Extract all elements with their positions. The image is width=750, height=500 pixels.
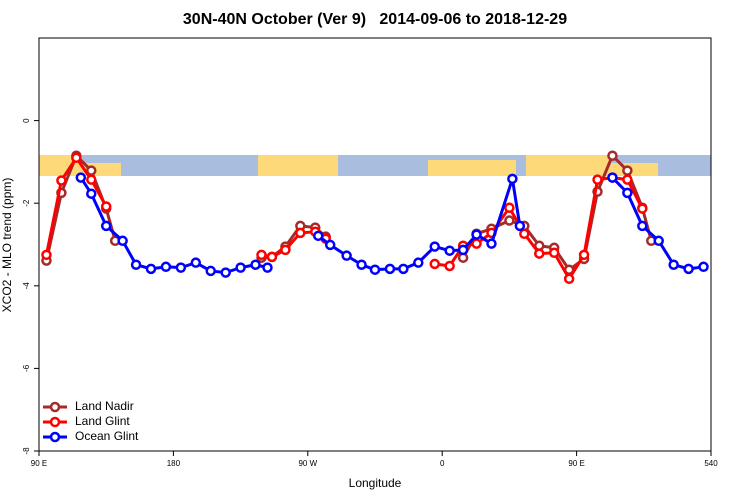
data-point <box>280 244 291 256</box>
x-tick-label: 180 <box>167 459 181 468</box>
map-land <box>612 163 658 176</box>
map-land <box>258 155 338 176</box>
data-point <box>622 187 633 199</box>
data-point <box>86 174 97 185</box>
y-tick-label: -6 <box>22 364 31 372</box>
data-point <box>313 230 324 242</box>
legend-marker <box>49 401 61 413</box>
plot-marks <box>41 150 709 285</box>
data-point <box>190 257 202 268</box>
data-point <box>592 174 603 185</box>
y-tick-label: 0 <box>22 118 31 123</box>
x-tick-label: 90 E <box>31 459 47 468</box>
x-tick-label: 540 <box>704 459 718 468</box>
y-tick-label: -2 <box>22 199 31 207</box>
data-point <box>369 264 381 275</box>
data-point <box>86 188 97 199</box>
data-point <box>160 261 172 273</box>
x-axis-label: Longitude <box>349 476 402 490</box>
legend-label: Land Glint <box>75 414 130 428</box>
data-point <box>548 247 560 259</box>
data-point <box>220 267 231 278</box>
map-land <box>428 160 516 176</box>
legend-marker <box>49 431 61 443</box>
data-point <box>398 263 409 275</box>
data-point <box>341 250 352 261</box>
legend-label: Ocean Glint <box>75 429 139 443</box>
data-point <box>295 227 306 239</box>
y-tick-label: -4 <box>22 282 31 290</box>
data-point <box>563 273 575 285</box>
data-point <box>413 257 424 268</box>
data-point <box>457 244 469 256</box>
data-point <box>504 202 515 213</box>
data-point <box>507 173 518 185</box>
map-strip <box>39 155 711 176</box>
data-point <box>637 203 648 214</box>
data-point <box>256 249 267 261</box>
data-point <box>130 259 142 270</box>
data-point <box>668 259 679 270</box>
chart-title: 30N-40N October (Ver 9) 2014-09-06 to 20… <box>183 11 567 28</box>
data-point <box>75 172 87 183</box>
data-point <box>356 259 367 270</box>
data-point <box>266 251 278 263</box>
plot-frame <box>38 37 712 452</box>
x-tick-label: 90 E <box>568 459 584 468</box>
data-point <box>324 239 336 251</box>
x-tick-label: 90 W <box>298 459 317 468</box>
data-point <box>653 235 664 247</box>
data-point <box>607 172 618 183</box>
data-point <box>471 229 482 240</box>
data-point <box>117 235 128 247</box>
data-point <box>41 249 52 261</box>
data-point <box>205 265 216 277</box>
data-point <box>444 260 455 272</box>
data-point <box>514 220 526 232</box>
y-axis-label: XCO2 - MLO trend (ppm) <box>0 178 14 313</box>
legend-marker <box>49 416 61 428</box>
data-point <box>250 259 261 270</box>
data-point <box>71 152 82 164</box>
data-point <box>534 248 545 259</box>
data-point <box>429 258 440 270</box>
data-point <box>384 263 396 275</box>
y-tick-label: -8 <box>22 447 31 455</box>
data-point <box>607 150 618 161</box>
data-point <box>471 238 482 249</box>
data-point <box>444 245 455 256</box>
data-point <box>622 174 633 185</box>
data-point <box>100 201 112 212</box>
map-land <box>526 155 612 176</box>
data-point <box>683 263 694 275</box>
data-point <box>56 175 67 186</box>
data-point <box>100 220 112 232</box>
data-point <box>175 262 187 273</box>
data-point <box>504 215 515 226</box>
legend-label: Land Nadir <box>75 399 134 413</box>
x-tick-label: 0 <box>440 459 445 468</box>
data-point <box>262 262 273 273</box>
data-point <box>235 262 246 273</box>
data-point <box>429 241 440 252</box>
data-point <box>578 249 590 261</box>
data-point <box>145 263 157 275</box>
data-point <box>622 165 633 176</box>
data-point <box>698 261 709 273</box>
data-point <box>486 238 497 249</box>
data-point <box>519 228 530 240</box>
data-point <box>637 220 648 232</box>
